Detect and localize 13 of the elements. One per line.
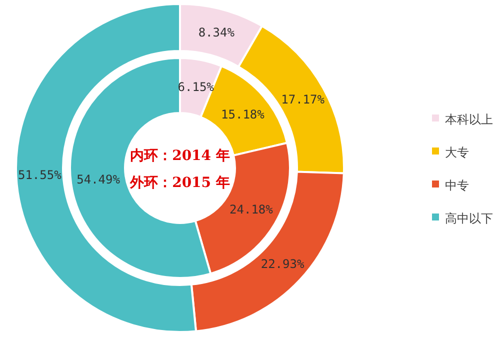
legend-label: 高中以下 (445, 212, 493, 226)
data-label: 17.17% (281, 92, 326, 107)
data-label: 22.93% (260, 257, 305, 272)
data-label: 54.49% (76, 172, 121, 187)
data-label: 51.55% (18, 168, 62, 182)
text: 内环：2014 年 (130, 148, 230, 164)
data-label: 8.34% (198, 25, 236, 40)
legend-label: 本科以上 (445, 112, 493, 126)
data-label: 15.18% (221, 107, 266, 122)
legend-label: 大专 (445, 146, 469, 160)
text: 外环：2015 年 (129, 175, 230, 191)
legend-label: 中专 (445, 178, 469, 192)
data-label: 24.18% (230, 202, 274, 217)
